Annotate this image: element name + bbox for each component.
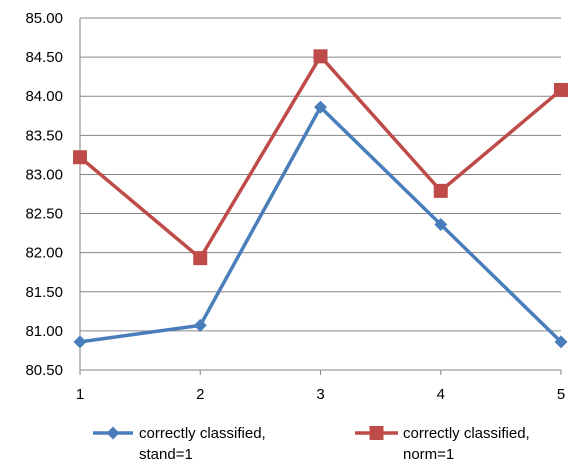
x-tick-label: 4 [437,386,445,403]
legend-label-line1: correctly classified, [403,425,530,442]
y-tick-label: 81.50 [25,284,63,301]
x-tick-label: 3 [316,386,324,403]
y-axis-tick-labels: 80.50 81.00 81.50 82.00 82.50 83.00 83.50 84.00… [25,10,63,379]
series-2-point [313,49,328,64]
series-1 [73,100,568,349]
legend-label-line2: norm=1 [403,446,454,463]
x-axis-tick-labels: 1 2 3 4 5 [76,386,565,403]
y-tick-label: 84.50 [25,49,63,66]
y-tick-label: 82.00 [25,245,63,262]
y-tick-label: 83.00 [25,166,63,183]
y-tick-label: 82.50 [25,206,63,223]
series-1-point [73,335,87,349]
y-tick-label: 81.00 [25,323,63,340]
legend-label-line2: stand=1 [139,446,193,463]
series-2 [73,49,568,266]
series-1-point [314,100,327,114]
x-tick-label: 2 [196,386,204,403]
gridlines [80,17,561,332]
y-tick-label: 80.50 [25,362,63,379]
series-2-point [554,82,568,97]
series-2-point [433,183,448,198]
series-1-point [554,335,568,349]
x-tick-label: 1 [76,386,84,403]
series-1-point [193,318,207,332]
legend-swatch-marker [106,426,120,440]
legend-item-1: correctly classified, stand=1 [93,425,266,463]
legend-label-line1: correctly classified, [139,425,266,442]
y-tick-label: 85.00 [25,10,63,27]
series-layer [73,49,568,349]
y-tick-label: 84.00 [25,88,63,105]
y-tick-label: 83.50 [25,127,63,144]
series-1-point [434,218,448,232]
legend-item-2: correctly classified, norm=1 [355,425,530,463]
x-tick-label: 5 [557,386,565,403]
legend-swatch-marker [369,426,384,440]
series-2-point [193,251,208,266]
axes [79,18,562,375]
series-2-point [73,150,87,165]
